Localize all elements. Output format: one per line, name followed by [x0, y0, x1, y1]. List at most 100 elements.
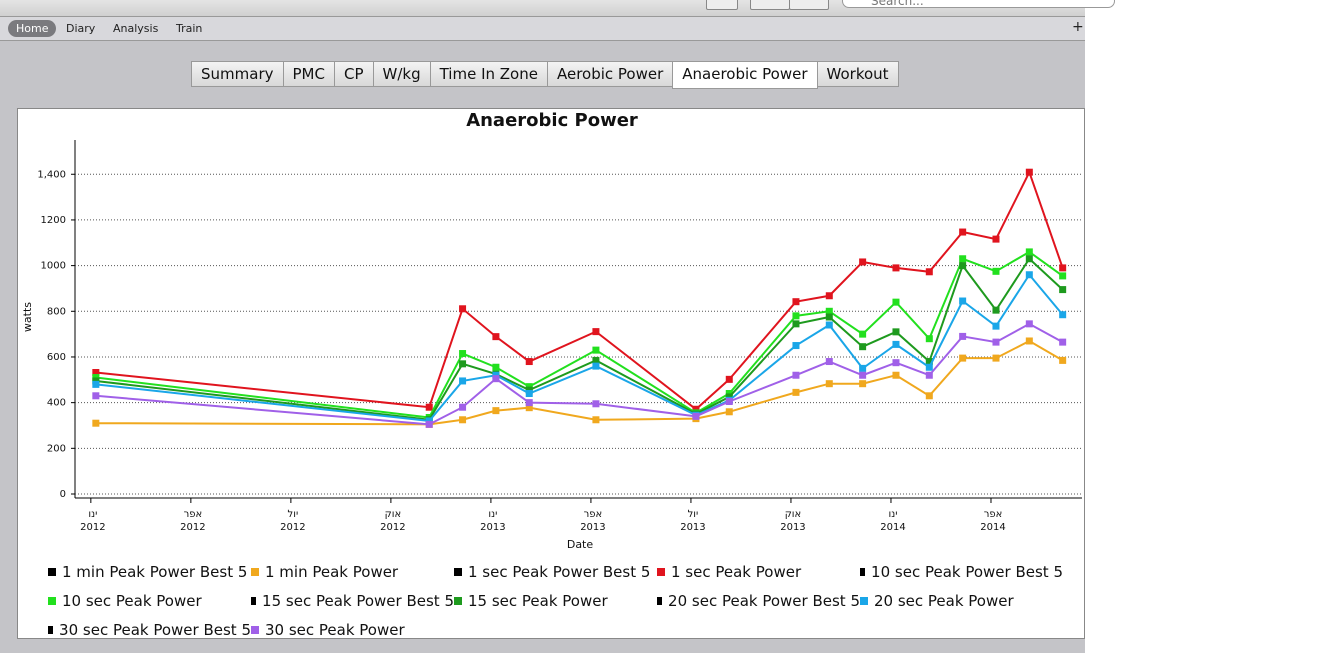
- tab[interactable]: CP: [333, 61, 374, 87]
- data-point: [992, 306, 1000, 314]
- x-tick-label: ינו: [488, 509, 497, 520]
- data-point: [859, 371, 867, 379]
- data-point: [825, 292, 833, 300]
- add-button[interactable]: +: [1072, 19, 1084, 35]
- x-tick-label: 2012: [380, 522, 405, 533]
- x-tick-label: אפר: [584, 509, 603, 520]
- data-point: [892, 359, 900, 367]
- legend-label: 1 min Peak Power: [265, 562, 399, 581]
- legend-item: 1 min Peak Power: [251, 557, 454, 586]
- data-point: [792, 312, 800, 320]
- data-point: [892, 371, 900, 379]
- data-point: [1059, 264, 1067, 272]
- legend-item: 10 sec Peak Power: [48, 586, 251, 615]
- legend-item: 20 sec Peak Power: [860, 586, 1063, 615]
- legend-label: 30 sec Peak Power: [265, 620, 405, 639]
- data-point: [925, 268, 933, 276]
- data-point: [992, 338, 1000, 346]
- data-point: [492, 375, 500, 383]
- data-point: [425, 420, 433, 428]
- data-point: [1025, 271, 1033, 279]
- data-point: [859, 330, 867, 338]
- app-window: Search... + Home Diary Analysis Train Summa…: [0, 0, 1115, 653]
- x-tick-label: אוק: [785, 509, 802, 520]
- legend-swatch: [251, 625, 259, 634]
- tab[interactable]: Summary: [191, 61, 284, 87]
- chart-title: Anaerobic Power: [466, 110, 638, 131]
- data-point: [459, 305, 467, 313]
- data-point: [992, 235, 1000, 243]
- tab[interactable]: W/kg: [372, 61, 431, 87]
- y-tick-label: 1200: [41, 215, 66, 226]
- data-point: [892, 298, 900, 306]
- nav-item[interactable]: Diary: [66, 22, 96, 35]
- legend: 1 min Peak Power Best 5 1 min Peak Power 1…: [48, 557, 1078, 644]
- data-point: [459, 360, 467, 368]
- x-tick-label: 2013: [580, 522, 605, 533]
- legend-swatch: [454, 596, 462, 605]
- toolbar-button[interactable]: [750, 0, 790, 10]
- tab[interactable]: Workout: [816, 61, 899, 87]
- data-point: [1025, 320, 1033, 328]
- data-point: [825, 358, 833, 366]
- legend-swatch: [48, 596, 56, 605]
- y-tick-label: 800: [47, 306, 66, 317]
- x-tick-label: 2014: [980, 522, 1005, 533]
- tab[interactable]: Aerobic Power: [546, 61, 674, 87]
- toolbar-button[interactable]: [706, 0, 738, 10]
- legend-swatch: [860, 567, 866, 576]
- data-point: [959, 354, 967, 362]
- legend-swatch: [48, 625, 54, 634]
- x-tick-label: 2012: [180, 522, 205, 533]
- data-point: [1025, 255, 1033, 263]
- x-axis-title: Date: [567, 538, 594, 549]
- data-point: [1059, 286, 1067, 294]
- nav-item[interactable]: Home: [8, 20, 57, 37]
- data-point: [692, 412, 700, 420]
- tab[interactable]: Time In Zone: [429, 61, 548, 87]
- data-point: [792, 371, 800, 379]
- legend-item: 15 sec Peak Power Best 5: [251, 586, 454, 615]
- data-point: [1059, 311, 1067, 319]
- data-point: [859, 258, 867, 266]
- legend-label: 30 sec Peak Power Best 5: [59, 620, 251, 639]
- toolbar-button[interactable]: [789, 0, 829, 10]
- data-point: [925, 358, 933, 366]
- data-point: [1059, 272, 1067, 280]
- data-point: [725, 398, 733, 406]
- legend-label: 1 min Peak Power Best 5: [62, 562, 248, 581]
- data-point: [459, 403, 467, 411]
- legend-item: 30 sec Peak Power: [251, 615, 454, 644]
- data-point: [1059, 338, 1067, 346]
- data-point: [825, 380, 833, 388]
- data-point: [792, 298, 800, 306]
- legend-item: 10 sec Peak Power Best 5: [860, 557, 1063, 586]
- legend-swatch: [48, 567, 56, 576]
- data-point: [492, 407, 500, 415]
- data-point: [725, 375, 733, 383]
- nav-item[interactable]: Analysis: [113, 22, 159, 35]
- legend-label: 20 sec Peak Power Best 5: [668, 591, 860, 610]
- data-point: [592, 356, 600, 364]
- data-point: [1059, 356, 1067, 364]
- tab-bar: Summary PMC CP W/kg Time In Zone Aerobic Powe…: [191, 61, 899, 89]
- tab[interactable]: PMC: [282, 61, 335, 87]
- data-point: [725, 408, 733, 416]
- data-point: [792, 320, 800, 328]
- search-box[interactable]: Search...: [842, 0, 1115, 8]
- series-line: [95, 250, 1064, 419]
- legend-label: 1 sec Peak Power Best 5: [468, 562, 651, 581]
- data-point: [525, 399, 533, 407]
- data-point: [425, 403, 433, 411]
- x-tick-label: ינו: [888, 509, 897, 520]
- data-point: [525, 404, 533, 412]
- tab[interactable]: Anaerobic Power: [672, 61, 818, 89]
- legend-label: 15 sec Peak Power Best 5: [262, 591, 454, 610]
- nav-item[interactable]: Train: [176, 22, 203, 35]
- toolbar: Search...: [0, 0, 1115, 17]
- data-point: [459, 377, 467, 385]
- y-tick-label: 400: [47, 398, 66, 409]
- data-point: [92, 380, 100, 388]
- chart-panel: Anaerobic Power Date watts 0 200 400 600 800…: [17, 108, 1085, 639]
